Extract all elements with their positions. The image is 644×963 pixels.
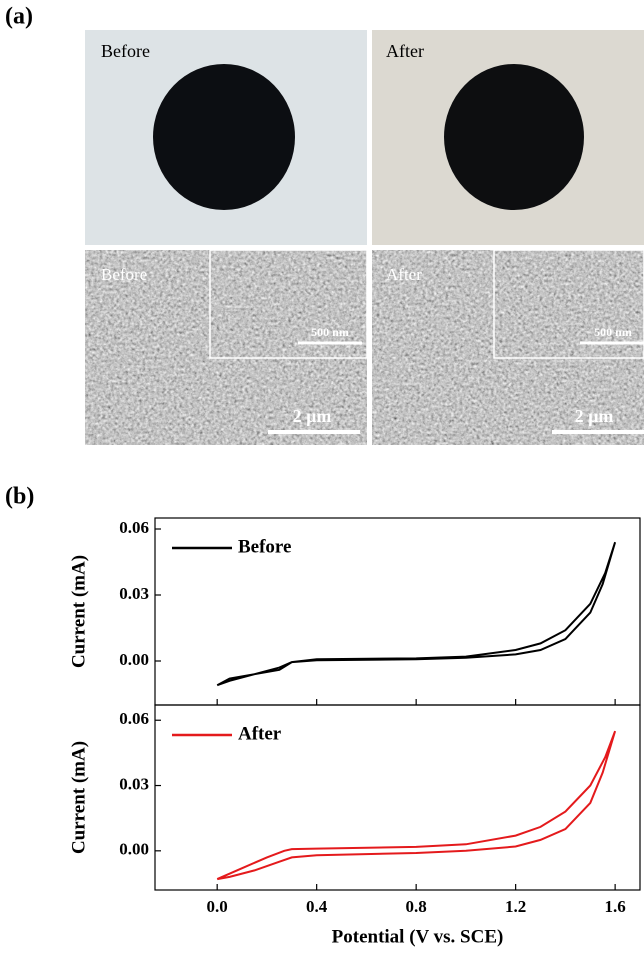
scale-text: 2 µm: [293, 406, 332, 426]
plot-frame: [155, 705, 640, 890]
y-tick-label: 0.06: [119, 709, 149, 728]
x-tick-label: 1.2: [505, 897, 526, 916]
y-axis-label: Current (mA): [68, 741, 89, 854]
x-axis-label: Potential (V vs. SCE): [332, 926, 504, 947]
x-tick-label: 0.0: [207, 897, 228, 916]
x-tick-label: 0.4: [306, 897, 328, 916]
panel-label: (b): [5, 484, 34, 510]
sem-label: After: [386, 265, 422, 284]
scale-text: 2 µm: [575, 406, 614, 426]
y-tick-label: 0.03: [119, 774, 149, 793]
sem-label: Before: [101, 265, 147, 284]
y-tick-label: 0.00: [119, 650, 149, 669]
cv-curve: [217, 542, 615, 685]
sample-disc: [153, 64, 295, 210]
y-tick-label: 0.06: [119, 518, 149, 537]
legend-label: After: [238, 723, 282, 744]
legend-label: Before: [238, 536, 291, 557]
x-tick-label: 0.8: [406, 897, 427, 916]
y-axis-label: Current (mA): [68, 555, 89, 668]
y-tick-label: 0.03: [119, 584, 149, 603]
scale-text: 500 nm: [311, 325, 349, 339]
figure: (a) Before After Before After 500 nm 500…: [0, 0, 644, 958]
plot-frame: [155, 518, 640, 705]
sample-disc: [444, 64, 584, 210]
y-tick-label: 0.00: [119, 840, 149, 859]
photo-label: After: [386, 41, 424, 61]
panel-label: (a): [5, 4, 33, 30]
x-tick-label: 1.6: [605, 897, 626, 916]
cv-curve: [217, 731, 615, 879]
scale-text: 500 nm: [594, 325, 632, 339]
photo-label: Before: [101, 41, 150, 61]
